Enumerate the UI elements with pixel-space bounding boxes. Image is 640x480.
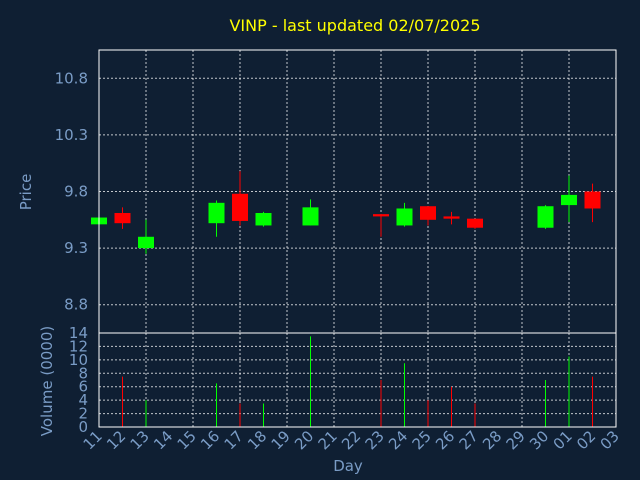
price-panel: 10.8 10.3 9.8 9.3 8.8 — [55, 49, 617, 334]
x-tick-label: 15 — [174, 427, 200, 453]
x-tick-label: 03 — [597, 427, 623, 453]
candle-body — [232, 193, 248, 221]
x-tick-label: 02 — [573, 427, 599, 453]
candle-body — [373, 214, 389, 217]
x-tick-label: 27 — [456, 427, 482, 453]
candle-body — [138, 236, 154, 249]
x-tick-label: 25 — [409, 427, 435, 453]
volume-tick-label: 2 — [78, 405, 88, 423]
price-tick-label: 8.8 — [64, 296, 88, 314]
x-tick-label: 29 — [503, 427, 529, 453]
price-axis-label: Price — [17, 174, 35, 211]
volume-axis-label: Volume (0000) — [38, 326, 56, 436]
x-tick-label: 30 — [526, 427, 552, 453]
candle-body — [208, 202, 225, 224]
volume-tick-label: 0 — [78, 418, 88, 436]
x-tick-label: 20 — [291, 427, 317, 453]
candle-body — [467, 218, 483, 228]
x-tick-label: 01 — [550, 427, 576, 453]
x-axis-label: Day — [333, 457, 363, 475]
x-tick-label: 16 — [197, 427, 223, 453]
x-tick-label: 23 — [362, 427, 388, 453]
candle-body — [114, 213, 131, 224]
volume-frame — [98, 332, 617, 428]
x-tick-label: 24 — [385, 427, 411, 453]
x-tick-label: 12 — [103, 427, 129, 453]
x-tick-label: 22 — [338, 427, 364, 453]
x-tick-label: 19 — [268, 427, 294, 453]
volume-tick-label: 8 — [78, 364, 88, 382]
x-tick-label: 14 — [150, 427, 176, 453]
candle-body — [255, 213, 272, 226]
x-tick-label: 28 — [479, 427, 505, 453]
x-tick-label: 13 — [127, 427, 153, 453]
candle-body — [561, 194, 577, 206]
chart-title: VINP - last updated 02/07/2025 — [229, 16, 480, 35]
volume-tick-label: 4 — [78, 391, 88, 409]
x-tick-label: 18 — [244, 427, 270, 453]
x-tick-label: 26 — [432, 427, 458, 453]
volume-tick-label: 6 — [78, 378, 88, 396]
x-tick-label: 21 — [315, 427, 341, 453]
candle-body — [537, 206, 554, 228]
candle-body — [302, 207, 319, 226]
candle-body — [443, 216, 460, 219]
candle-body — [584, 191, 601, 209]
volume-panel: 0246810121411121314151617181920212223242… — [69, 324, 623, 453]
volume-tick-label: 10 — [69, 351, 88, 369]
price-tick-label: 9.8 — [64, 183, 88, 201]
candle-body — [420, 206, 436, 220]
price-tick-label: 10.3 — [55, 126, 88, 144]
x-tick-label: 17 — [221, 427, 247, 453]
volume-tick-label: 12 — [69, 337, 88, 355]
candle-body — [396, 208, 413, 226]
price-tick-label: 9.3 — [64, 239, 88, 257]
price-tick-label: 10.8 — [55, 69, 88, 87]
volume-tick-label: 14 — [69, 324, 88, 342]
